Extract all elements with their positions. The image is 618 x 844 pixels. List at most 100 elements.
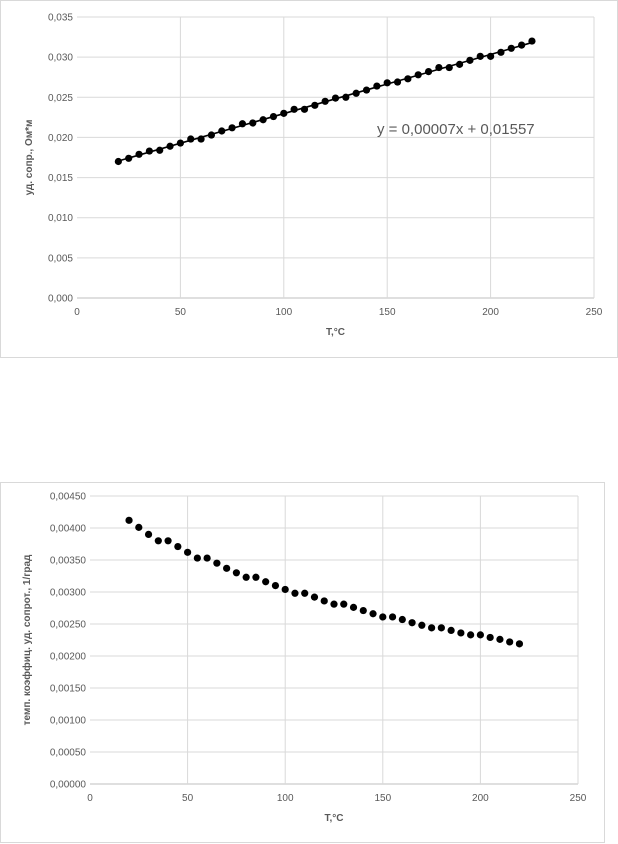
data-point (232, 569, 240, 577)
data-point (301, 589, 309, 597)
data-point (476, 631, 484, 639)
x-tick-label: 50 (182, 793, 194, 804)
x-tick-label: 0 (74, 307, 80, 318)
data-point (223, 564, 231, 572)
data-point (135, 150, 143, 158)
x-tick-label: 100 (275, 307, 292, 318)
x-axis-title: T,°C (326, 327, 345, 338)
data-point (135, 523, 143, 531)
data-point (369, 610, 377, 618)
x-tick-label: 150 (379, 307, 396, 318)
data-point (362, 86, 371, 94)
data-point (321, 97, 329, 105)
y-tick-label: 0,025 (48, 93, 73, 104)
data-point (164, 537, 172, 545)
data-point (418, 621, 426, 629)
data-point (393, 78, 402, 86)
data-point (320, 597, 328, 605)
data-point (249, 119, 257, 127)
x-tick-label: 50 (175, 307, 187, 318)
y-axis-title: темп. коэффиц. уд. сопрот., 1/град (21, 554, 33, 725)
data-point (457, 629, 465, 637)
y-tick-label: 0,00000 (50, 780, 87, 791)
data-point (352, 89, 360, 97)
data-point (487, 52, 495, 60)
data-point (281, 585, 289, 594)
x-tick-label: 100 (277, 793, 294, 804)
y-tick-label: 0,00350 (50, 556, 87, 567)
data-point (259, 116, 267, 124)
data-point (290, 105, 298, 113)
data-point (359, 606, 367, 615)
x-tick-label: 200 (472, 793, 489, 804)
x-axis-title: T,°C (325, 813, 344, 824)
data-point (447, 626, 455, 634)
data-point (518, 41, 526, 49)
data-point (424, 67, 433, 76)
data-point (486, 633, 494, 642)
data-point (174, 542, 182, 551)
data-point (466, 56, 474, 64)
data-point (145, 147, 153, 155)
data-point (435, 63, 443, 72)
data-point (193, 554, 201, 562)
data-point (238, 120, 247, 128)
data-point (262, 578, 270, 586)
data-point (330, 600, 338, 608)
y-tick-label: 0,00300 (50, 588, 87, 599)
x-tick-label: 150 (374, 793, 391, 804)
data-point (398, 615, 406, 624)
data-point (218, 127, 226, 135)
y-tick-label: 0,010 (48, 213, 73, 224)
data-point (144, 530, 153, 538)
resistivity-chart: 0,000 0,005 0,010 0,015 0,020 0,025 0,030 0,035… (0, 0, 618, 358)
data-point (342, 93, 350, 101)
data-point (507, 44, 515, 52)
data-point (408, 619, 416, 627)
data-point (349, 603, 358, 611)
data-point (476, 52, 484, 60)
resistivity-chart-svg: 0,000 0,005 0,010 0,015 0,020 0,025 0,030 0,035… (24, 13, 603, 339)
y-tick-label: 0,020 (48, 133, 73, 144)
data-point (311, 101, 319, 109)
data-point (166, 142, 174, 150)
temperature-coefficient-chart-svg: 0,00000 0,00050 0,00100 0,00150 0,00200 0,002… (21, 492, 587, 825)
data-point (404, 75, 412, 83)
data-point (437, 624, 445, 632)
y-tick-label: 0,035 (48, 13, 73, 24)
x-tick-label: 200 (482, 307, 499, 318)
data-point (506, 638, 514, 646)
data-point (310, 593, 319, 601)
y-tick-label: 0,00100 (50, 716, 87, 727)
x-tick-label: 250 (570, 793, 587, 804)
data-point (125, 154, 133, 162)
data-point (125, 516, 133, 524)
data-point (252, 573, 260, 581)
data-point (242, 573, 250, 581)
data-point (300, 105, 309, 113)
data-point (184, 548, 192, 556)
y-tick-label: 0,00150 (50, 684, 87, 695)
gridlines (77, 16, 595, 299)
trendline-equation: y = 0,00007x + 0,01557 (377, 121, 535, 138)
data-point (228, 124, 236, 132)
data-point (496, 635, 504, 643)
data-point (383, 79, 391, 87)
y-tick-label: 0,00050 (50, 748, 87, 759)
y-tick-label: 0,00450 (50, 492, 87, 503)
temperature-coefficient-chart: 0,00000 0,00050 0,00100 0,00150 0,00200 0,002… (0, 482, 605, 843)
data-point (528, 37, 536, 45)
data-point (213, 559, 221, 567)
y-tick-label: 0,00200 (50, 652, 87, 663)
data-point (428, 624, 436, 632)
data-point (291, 589, 299, 597)
data-point (445, 63, 453, 72)
data-point (114, 157, 122, 166)
data-point (340, 600, 348, 608)
data-point (497, 48, 505, 56)
data-point (176, 139, 184, 147)
data-point (269, 112, 278, 121)
data-point (187, 135, 195, 143)
y-tick-label: 0,00400 (50, 524, 87, 535)
data-point (373, 82, 381, 90)
